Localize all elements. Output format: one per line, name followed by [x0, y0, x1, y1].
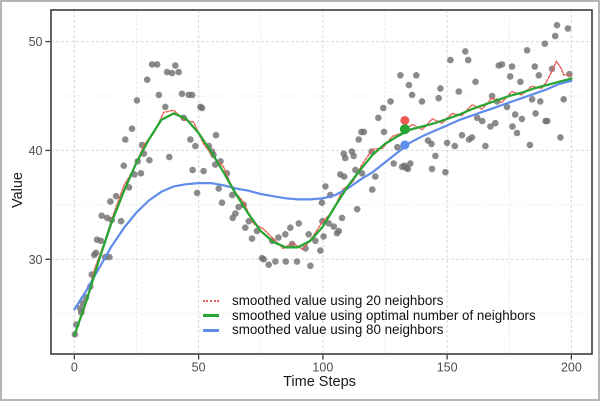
legend-item-smoothed-80: smoothed value using 80 neighbors [203, 323, 536, 338]
legend: smoothed value using 20 neighbors smooth… [203, 293, 536, 338]
scatter-points [71, 21, 573, 338]
y-axis-title: Value [10, 171, 26, 209]
x-tick-label: 200 [561, 361, 582, 375]
red-dotted-line-icon [203, 300, 219, 303]
minor-gridlines [51, 10, 592, 354]
line-smoothed-20 [73, 60, 573, 336]
highlight-point-smoothed-optimal [399, 124, 410, 135]
blue-line-icon [203, 328, 219, 332]
line-smoothed-optimal [73, 77, 573, 337]
major-gridlines [51, 10, 592, 354]
x-tick-label: 50 [192, 361, 206, 375]
line-smoothed-80 [73, 79, 573, 311]
legend-label: smoothed value using 80 neighbors [232, 322, 444, 338]
y-tick-label: 40 [29, 144, 43, 158]
legend-item-smoothed-20: smoothed value using 20 neighbors [203, 293, 536, 309]
tick-labels: 0 50 100 150 200 30 40 50 [29, 35, 582, 374]
axis-ticks [45, 40, 573, 360]
x-tick-label: 0 [71, 361, 78, 375]
x-tick-label: 150 [437, 361, 458, 375]
green-line-icon [203, 314, 219, 318]
y-tick-label: 30 [29, 253, 43, 267]
x-axis-title: Time Steps [283, 374, 356, 390]
highlight-point-smoothed-80 [400, 140, 410, 150]
legend-label: smoothed value using 20 neighbors [232, 293, 444, 308]
panel-border [50, 9, 593, 355]
y-tick-label: 50 [29, 35, 43, 49]
highlight-point-smoothed-20 [400, 115, 410, 125]
legend-item-smoothed-optimal: smoothed value using optimal number of n… [203, 307, 536, 324]
legend-label: smoothed value using optimal number of n… [232, 307, 536, 323]
x-tick-label: 100 [312, 361, 333, 375]
